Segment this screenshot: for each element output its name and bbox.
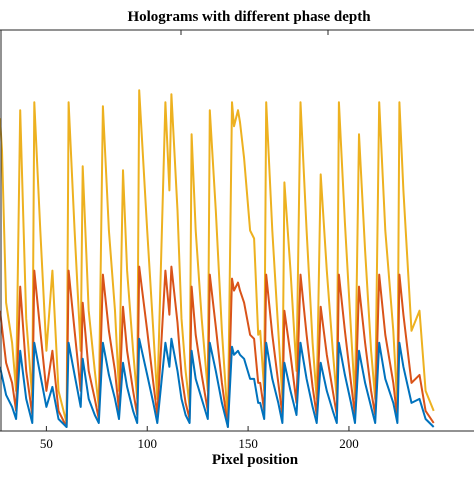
chart-title: Holograms with different phase depth (127, 9, 371, 25)
series-line-3 (0, 337, 435, 428)
series-line-1 (0, 89, 435, 424)
series-line-2 (0, 265, 435, 428)
series-layer (0, 89, 435, 428)
x-axis-label: Pixel position (212, 452, 299, 468)
axes-layer (0, 29, 474, 432)
x-ticks: 50 100 150 200 (40, 426, 359, 451)
x-tick-label-3: 150 (238, 436, 258, 451)
x-tick-label-4: 200 (339, 436, 359, 451)
x-tick-label-1: 50 (40, 436, 53, 451)
x-tick-label-2: 100 (137, 436, 157, 451)
